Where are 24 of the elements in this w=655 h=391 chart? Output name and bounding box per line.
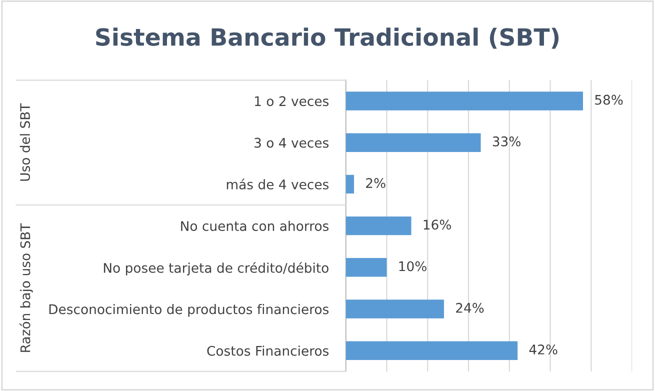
bar — [346, 133, 481, 152]
y-tick-label: No posee tarjeta de crédito/débito — [104, 262, 328, 276]
data-label: 24% — [456, 302, 484, 313]
y-tick-label: No cuenta con ahorros — [181, 220, 329, 232]
bar — [346, 216, 412, 236]
data-label: 42% — [529, 344, 558, 354]
text: Razón bajo uso SBT — [20, 223, 33, 352]
text: Uso del SBT — [20, 103, 30, 181]
data-label: 33% — [492, 136, 520, 146]
bar — [346, 258, 387, 277]
bar — [346, 300, 444, 318]
y-tick-label: más de 4 veces — [226, 178, 329, 190]
bar — [346, 341, 518, 360]
chart-title: Sistema Bancario Tradicional (SBT) — [96, 28, 559, 49]
data-label: 16% — [424, 220, 451, 230]
y-tick-label: Desconocimiento de productos financieros — [49, 304, 329, 317]
bar — [346, 92, 584, 110]
y-tick-label: 3 o 4 veces — [254, 138, 329, 148]
data-label: 10% — [399, 261, 426, 272]
y-tick-label: 1 o 2 veces — [255, 96, 329, 106]
bar — [346, 174, 354, 194]
data-label: 2% — [366, 178, 386, 188]
data-label: 58% — [595, 94, 623, 105]
y-tick-label: Costos Financieros — [207, 346, 329, 356]
